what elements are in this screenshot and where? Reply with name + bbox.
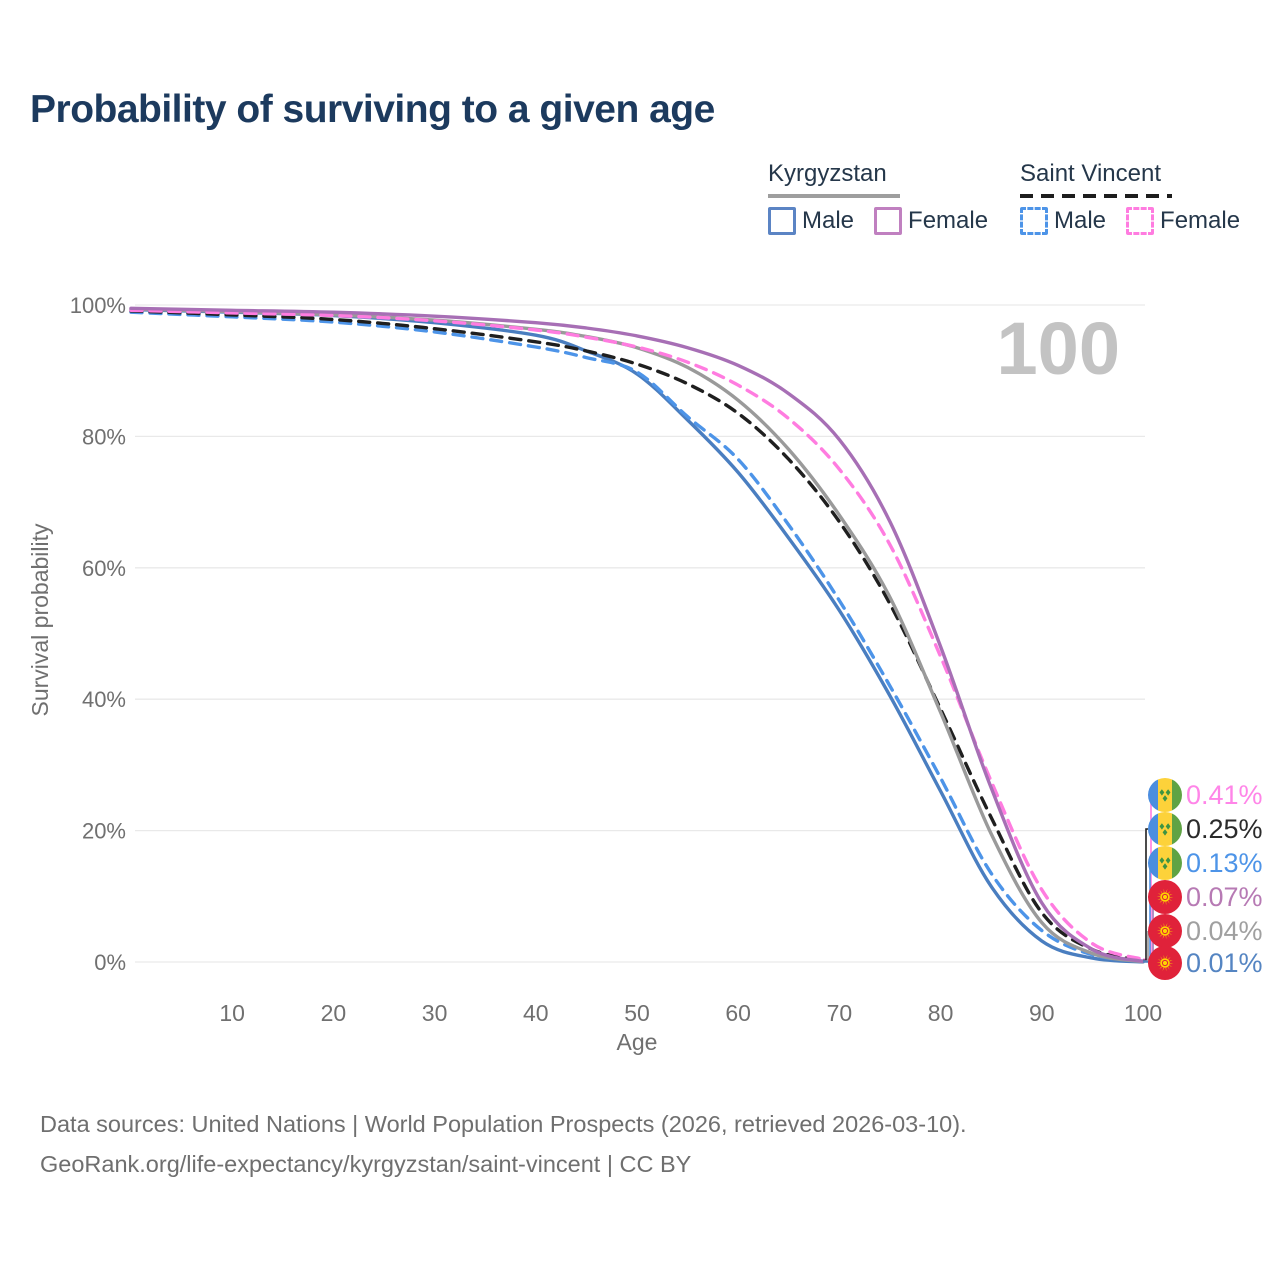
legend-swatch-female-icon	[1126, 207, 1155, 235]
legend-item-kyrgyzstan-female[interactable]: Female	[874, 207, 988, 235]
x-tick-label: 10	[219, 1000, 245, 1026]
data-source-line: Data sources: United Nations | World Pop…	[40, 1111, 967, 1137]
end-value-label: 0.04%	[1186, 916, 1263, 946]
legend-group-saint-vincent: Saint Vincent Male Female	[1020, 160, 1240, 235]
x-tick-label: 30	[422, 1000, 448, 1026]
end-value-label: 0.25%	[1186, 814, 1263, 844]
x-axis-title: Age	[617, 1029, 658, 1055]
x-tick-label: 50	[624, 1000, 650, 1026]
y-tick-label: 40%	[82, 687, 126, 712]
y-tick-label: 60%	[82, 556, 126, 581]
x-tick-label: 40	[523, 1000, 549, 1026]
x-tick-label: 100	[1124, 1000, 1162, 1026]
kyrgyzstan-flag-icon	[1148, 880, 1182, 914]
end-value-label: 0.01%	[1186, 948, 1263, 978]
age-watermark: 100	[997, 307, 1120, 390]
end-value-label: 0.07%	[1186, 882, 1263, 912]
saint-vincent-flag-icon	[1148, 778, 1182, 812]
x-tick-label: 60	[725, 1000, 751, 1026]
curve-kg-total[interactable]	[129, 307, 1145, 964]
y-tick-label: 20%	[82, 819, 126, 844]
end-value-label: 0.41%	[1186, 780, 1263, 810]
legend-country-kyrgyzstan: Kyrgyzstan	[768, 160, 887, 187]
x-tick-label: 90	[1029, 1000, 1055, 1026]
curve-kg-female[interactable]	[129, 306, 1145, 964]
kyrgyzstan-flag-icon	[1148, 914, 1182, 948]
end-value-label: 0.13%	[1186, 848, 1263, 878]
legend-underline-saint-vincent	[1020, 194, 1172, 198]
curve-kg-male[interactable]	[129, 307, 1145, 964]
legend-item-label: Male	[802, 207, 855, 234]
legend-country-saint-vincent: Saint Vincent	[1020, 160, 1161, 187]
y-tick-label: 80%	[82, 424, 126, 449]
legend-swatch-female-icon	[874, 207, 903, 235]
y-axis-title: Survival probability	[27, 523, 53, 717]
saint-vincent-flag-icon	[1148, 812, 1182, 846]
legend-item-saint-vincent-female[interactable]: Female	[1126, 207, 1240, 235]
legend-item-kyrgyzstan-male[interactable]: Male	[768, 207, 854, 235]
kyrgyzstan-flag-icon	[1148, 946, 1182, 980]
curve-sv-male[interactable]	[129, 310, 1145, 963]
legend-swatch-male-icon	[1020, 207, 1048, 235]
x-tick-label: 80	[928, 1000, 954, 1026]
legend-item-label: Male	[1054, 207, 1107, 234]
x-tick-label: 70	[827, 1000, 853, 1026]
legend-swatch-male-icon	[768, 207, 796, 235]
saint-vincent-flag-icon	[1148, 846, 1182, 880]
footer: Data sources: United Nations | World Pop…	[40, 1104, 967, 1184]
legend-item-label: Female	[1160, 207, 1241, 234]
legend-underline-kyrgyzstan	[768, 194, 900, 198]
attribution-line: GeoRank.org/life-expectancy/kyrgyzstan/s…	[40, 1151, 692, 1177]
legend-item-saint-vincent-male[interactable]: Male	[1020, 207, 1106, 235]
y-tick-label: 100%	[70, 293, 126, 318]
x-tick-label: 20	[321, 1000, 347, 1026]
y-tick-label: 0%	[94, 950, 126, 975]
legend-item-label: Female	[908, 207, 989, 234]
curve-sv-female[interactable]	[129, 308, 1145, 961]
chart-title: Probability of surviving to a given age	[30, 88, 715, 131]
legend-group-kyrgyzstan: Kyrgyzstan Male Female	[768, 160, 988, 235]
curve-sv-total[interactable]	[129, 309, 1145, 963]
